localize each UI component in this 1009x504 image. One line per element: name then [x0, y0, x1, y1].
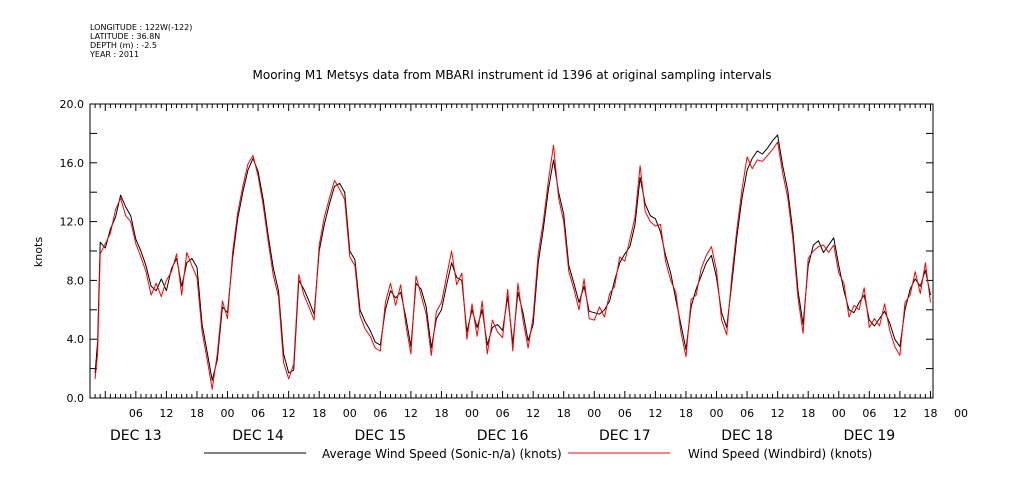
series-layer: [94, 134, 931, 390]
y-tick-label: 16.0: [60, 157, 85, 170]
x-tick-label: 12: [404, 407, 418, 420]
y-tick-label: 0.0: [67, 392, 85, 405]
x-tick-label: 00: [465, 407, 479, 420]
x-day-label: DEC 17: [599, 428, 651, 444]
legend-label-windbird: Wind Speed (Windbird) (knots): [688, 447, 872, 461]
x-tick-label: 06: [740, 407, 754, 420]
x-tick-label: 00: [832, 407, 846, 420]
y-tick-label: 12.0: [60, 216, 85, 229]
y-tick-label: 20.0: [60, 98, 85, 111]
x-tick-label: 12: [159, 407, 173, 420]
x-tick-label: 18: [190, 407, 204, 420]
x-tick-label: 00: [343, 407, 357, 420]
y-axis: 0.0 4.0 8.0 12.0 16.0 20.0: [60, 98, 933, 405]
x-tick-label: 18: [679, 407, 693, 420]
metadata-block: LONGITUDE : 122W(-122) LATITUDE : 36.8N …: [89, 23, 192, 59]
x-tick-label: 06: [496, 407, 510, 420]
x-tick-label: 18: [312, 407, 326, 420]
x-tick-label: 06: [251, 407, 265, 420]
x-tick-label: 12: [526, 407, 540, 420]
x-tick-label: 06: [862, 407, 876, 420]
x-day-label: DEC 15: [355, 428, 407, 444]
y-axis-label: knots: [32, 237, 45, 267]
x-tick-label: 12: [282, 407, 296, 420]
x-tick-label: 00: [221, 407, 235, 420]
x-tick-label: 18: [801, 407, 815, 420]
x-tick-label: 06: [373, 407, 387, 420]
x-tick-label: 18: [434, 407, 448, 420]
x-tick-label: 00: [710, 407, 724, 420]
x-tick-label: 12: [893, 407, 907, 420]
x-tick-label: 00: [954, 407, 968, 420]
x-tick-label: 06: [618, 407, 632, 420]
x-tick-label: 12: [771, 407, 785, 420]
x-tick-label: 00: [587, 407, 601, 420]
longitude-label: LONGITUDE : 122W(-122): [90, 23, 192, 32]
x-tick-label: 18: [557, 407, 571, 420]
x-tick-label: 18: [923, 407, 937, 420]
y-tick-label: 8.0: [67, 274, 85, 287]
series-line-sonic: [94, 134, 931, 381]
x-day-label: DEC 18: [721, 428, 773, 444]
y-tick-label: 4.0: [67, 333, 85, 346]
x-axis: 06 12 18 00 06 12 18 00 06 12 18 00 06 12 18 00 06 12 18 00…: [94, 104, 968, 444]
legend: Average Wind Speed (Sonic-n/a) (knots) W…: [204, 447, 872, 461]
x-tick-label: 12: [648, 407, 662, 420]
x-day-label: DEC 16: [477, 428, 529, 444]
legend-label-sonic: Average Wind Speed (Sonic-n/a) (knots): [322, 447, 562, 461]
x-tick-label: 06: [129, 407, 143, 420]
chart-title: Mooring M1 Metsys data from MBARI instru…: [253, 68, 772, 82]
x-day-label: DEC 14: [232, 428, 284, 444]
x-day-label: DEC 13: [110, 428, 162, 444]
depth-label: DEPTH (m) : -2.5: [90, 41, 157, 50]
x-day-label: DEC 19: [843, 428, 895, 444]
plot-frame: [89, 103, 934, 399]
series-line-windbird: [94, 141, 931, 390]
year-label: YEAR : 2011: [89, 50, 139, 59]
latitude-label: LATITUDE : 36.8N: [90, 32, 160, 41]
